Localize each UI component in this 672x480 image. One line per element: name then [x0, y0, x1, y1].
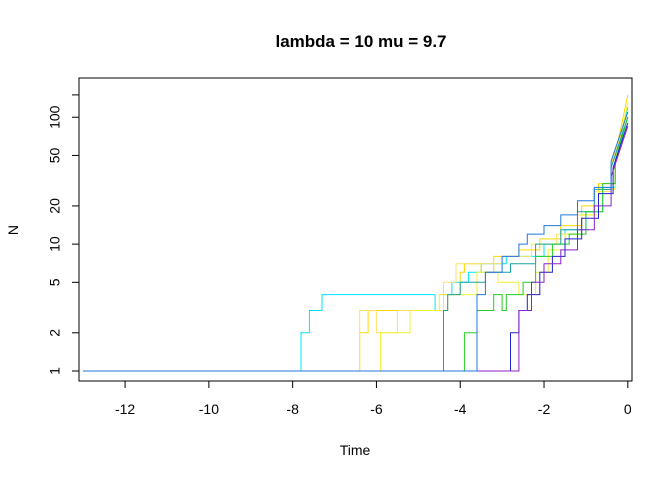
y-tick-label: 5 [47, 278, 63, 286]
x-tick-label: -12 [115, 401, 135, 417]
y-tick-label: 20 [47, 198, 63, 214]
x-axis: -12 -10 -8 -6 -4 -2 0 [115, 380, 632, 417]
y-tick-label: 50 [47, 147, 63, 163]
plot-frame [78, 77, 633, 382]
y-tick-label: 10 [47, 236, 63, 252]
series-line-2 [83, 94, 629, 372]
x-axis-label: Time [340, 442, 371, 458]
x-tick-label: -10 [199, 401, 219, 417]
x-tick-label: -4 [454, 401, 467, 417]
series-layer [83, 94, 629, 372]
y-tick-label: 1 [47, 367, 63, 375]
x-tick-label: -6 [370, 401, 383, 417]
series-line-4 [83, 102, 629, 372]
series-line-6 [83, 117, 629, 372]
series-line-3 [83, 111, 629, 372]
x-tick-label: 0 [624, 401, 632, 417]
series-line-5 [83, 117, 629, 372]
y-axis: 1 2 5 10 20 50 100 [47, 94, 80, 375]
x-tick-label: -8 [286, 401, 299, 417]
x-tick-label: -2 [538, 401, 551, 417]
y-axis-label: N [5, 225, 21, 235]
y-tick-label: 2 [47, 329, 63, 337]
chart-title: lambda = 10 mu = 9.7 [275, 32, 446, 51]
y-tick-label: 100 [47, 105, 63, 129]
series-line-8 [83, 126, 629, 372]
series-line-9 [83, 111, 629, 372]
series-line-7 [83, 122, 629, 372]
